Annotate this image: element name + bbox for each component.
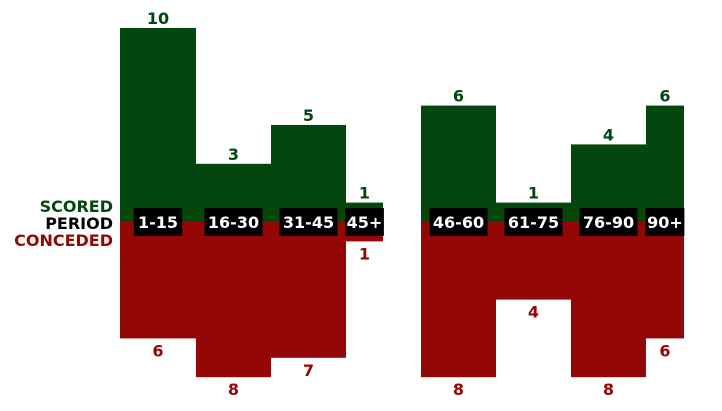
legend-scored: SCORED [40, 197, 113, 216]
legend-period: PERIOD [45, 214, 113, 233]
period-label-box [579, 208, 638, 236]
scored-bar [271, 125, 346, 222]
conceded-value-label: 7 [303, 361, 314, 380]
conceded-value-label: 8 [603, 380, 614, 399]
conceded-bar [571, 222, 646, 378]
period-label-box [429, 208, 488, 236]
scored-value-label: 1 [528, 184, 539, 203]
period-label-box [204, 208, 263, 236]
conceded-value-label: 8 [228, 380, 239, 399]
period-label: 90+ [647, 213, 683, 232]
period-label-box [504, 208, 563, 236]
conceded-bar [120, 222, 196, 339]
period-labels-group: 10 6 3 8 5 7 1 1 6 8 1 4 4 8 6 6 1-15 16-30 31-45 45+ 46-60 6… [133, 9, 685, 399]
conceded-bar [196, 222, 271, 378]
period-label: 31-45 [283, 213, 334, 232]
scored-value-label: 6 [659, 87, 670, 106]
scored-bar [646, 105, 684, 222]
period-label: 76-90 [583, 213, 634, 232]
scored-value-label: 1 [359, 184, 370, 203]
legend-conceded: CONCEDED [14, 231, 113, 250]
bars-group [120, 28, 684, 378]
scored-value-label: 10 [147, 9, 169, 28]
conceded-value-label: 1 [359, 244, 370, 263]
conceded-bar [271, 222, 346, 358]
scored-value-label: 6 [453, 87, 464, 106]
period-label: 1-15 [138, 213, 178, 232]
period-label-box [645, 208, 685, 236]
conceded-value-label: 6 [659, 341, 670, 360]
scored-value-label: 4 [603, 125, 614, 144]
period-label: 46-60 [433, 213, 484, 232]
scored-value-label: 3 [228, 145, 239, 164]
conceded-bar [646, 222, 684, 339]
period-label-box [279, 208, 338, 236]
conceded-bar [421, 222, 496, 378]
period-label: 61-75 [508, 213, 559, 232]
period-label: 16-30 [208, 213, 259, 232]
period-label-box [345, 208, 384, 236]
scored-bar [421, 105, 496, 222]
scored-bar [120, 28, 196, 222]
conceded-value-label: 4 [528, 303, 539, 322]
conceded-value-label: 6 [152, 341, 163, 360]
scored-value-label: 5 [303, 106, 314, 125]
period-label-box [133, 208, 183, 236]
period-label: 45+ [347, 213, 383, 232]
conceded-value-label: 8 [453, 380, 464, 399]
